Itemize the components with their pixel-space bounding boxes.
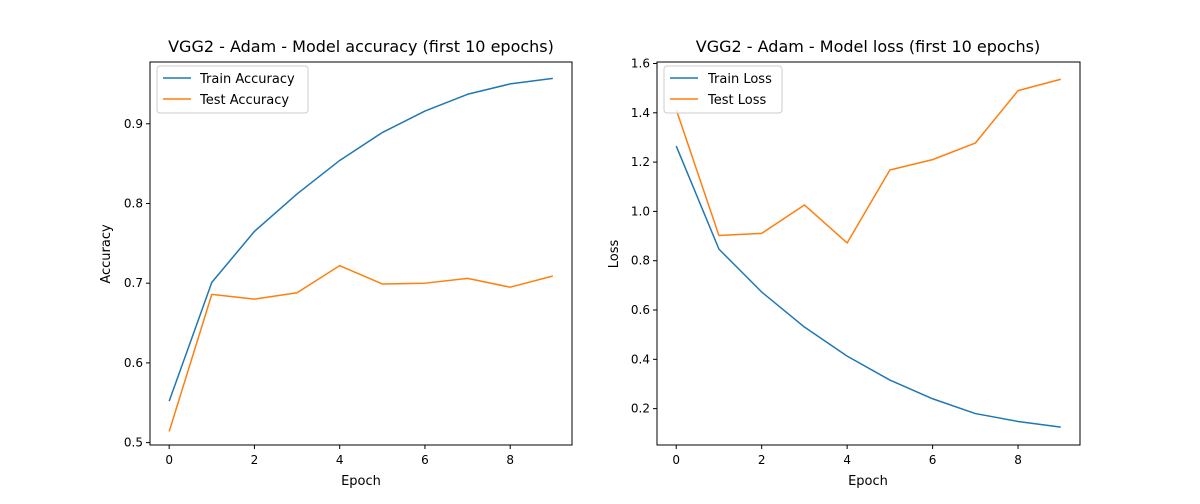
- legend-label-test-accuracy: Test Accuracy: [199, 93, 289, 108]
- y-tick-label: 1.0: [631, 204, 650, 218]
- y-tick-label: 0.6: [631, 303, 650, 317]
- series-line-train-accuracy: [168, 77, 553, 402]
- x-axis-label: Epoch: [341, 474, 381, 489]
- y-tick-label: 1.2: [631, 155, 650, 169]
- y-tick-label: 1.6: [631, 56, 650, 70]
- y-tick-label: 0.7: [124, 276, 143, 290]
- x-tick-label: 2: [251, 453, 259, 467]
- accuracy-chart: VGG2 - Adam - Model accuracy (first 10 e…: [99, 37, 573, 489]
- y-axis-label: Loss: [607, 240, 622, 269]
- x-tick-label: 6: [421, 453, 429, 467]
- x-tick-label: 0: [165, 453, 173, 467]
- series-line-train-loss: [675, 145, 1061, 428]
- legend-label-train-loss: Train Loss: [707, 72, 772, 87]
- x-tick-label: 8: [1014, 453, 1022, 467]
- series-line-test-accuracy: [168, 264, 554, 432]
- plot-frame: [149, 61, 573, 446]
- legend: Train Accuracy Test Accuracy: [156, 65, 309, 114]
- legend-label-test-loss: Test Loss: [707, 93, 766, 108]
- y-tick-label: 1.4: [631, 106, 650, 120]
- loss-chart: VGG2 - Adam - Model loss (first 10 epoch…: [607, 37, 1081, 489]
- tick-group: 0 2 4 6 8 0.2 0.4 0.6 0.8 1.0 1.2 1.4 1.6: [631, 56, 1022, 467]
- x-tick-label: 8: [506, 453, 514, 467]
- y-tick-label: 0.5: [124, 436, 143, 450]
- series-line-test-loss: [675, 78, 1061, 244]
- chart-title: VGG2 - Adam - Model accuracy (first 10 e…: [168, 37, 554, 56]
- y-tick-label: 0.9: [124, 117, 143, 131]
- series-lines: [675, 78, 1061, 428]
- legend: Train Loss Test Loss: [663, 65, 783, 114]
- y-tick-label: 0.6: [124, 356, 143, 370]
- series-lines: [168, 77, 554, 432]
- x-tick-label: 0: [672, 453, 680, 467]
- legend-label-train-accuracy: Train Accuracy: [199, 72, 295, 87]
- tick-group: 0 2 4 6 8 0.5 0.6 0.7 0.8 0.9: [124, 117, 514, 467]
- y-tick-label: 0.8: [124, 196, 143, 210]
- y-tick-label: 0.2: [631, 402, 650, 416]
- plot-frame: [656, 61, 1081, 446]
- x-tick-label: 4: [843, 453, 851, 467]
- legend-box: [156, 65, 309, 114]
- y-axis-label: Accuracy: [99, 224, 114, 284]
- y-tick-label: 0.4: [631, 352, 650, 366]
- y-tick-label: 0.8: [631, 254, 650, 268]
- x-tick-label: 2: [758, 453, 766, 467]
- x-tick-label: 4: [336, 453, 344, 467]
- x-tick-label: 6: [929, 453, 937, 467]
- x-axis-label: Epoch: [848, 474, 888, 489]
- chart-title: VGG2 - Adam - Model loss (first 10 epoch…: [696, 37, 1040, 56]
